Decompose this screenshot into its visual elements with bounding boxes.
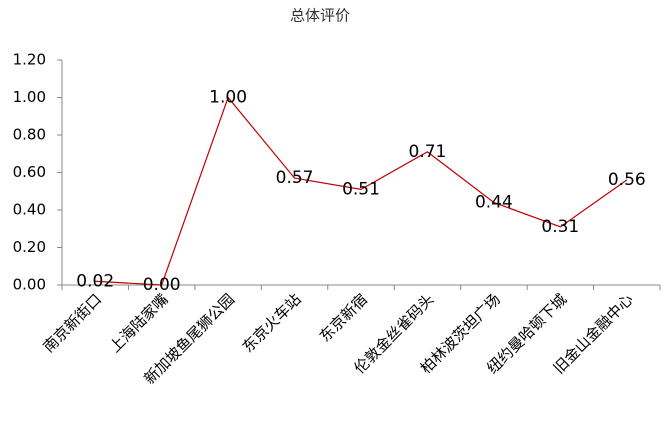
y-tick-label: 1.00 [13, 88, 46, 106]
x-tick-label: 上海陆家嘴 [106, 290, 172, 356]
data-label: 0.44 [475, 193, 513, 213]
data-label: 0.51 [342, 179, 380, 199]
y-tick-label: 0.80 [13, 126, 46, 144]
data-label: 0.71 [409, 142, 447, 162]
data-label: 1.00 [209, 88, 247, 108]
x-tick-label: 南京新街口 [39, 290, 105, 356]
y-tick-label: 0.00 [13, 276, 46, 294]
y-tick-label: 0.20 [13, 238, 46, 256]
x-tick-label: 东京新宿 [316, 290, 371, 345]
line [95, 96, 628, 286]
data-label: 0.02 [76, 271, 114, 291]
y-tick-label: 0.60 [13, 163, 46, 181]
data-label: 0.31 [541, 217, 579, 237]
y-tick-label: 0.40 [13, 201, 46, 219]
data-label: 0.57 [276, 168, 314, 188]
x-tick-label: 东京火车站 [239, 290, 305, 356]
data-label: 0.56 [608, 170, 646, 190]
y-tick-label: 1.20 [13, 51, 46, 69]
chart-title: 总体评价 [290, 7, 350, 25]
data-label: 0.00 [143, 275, 181, 295]
